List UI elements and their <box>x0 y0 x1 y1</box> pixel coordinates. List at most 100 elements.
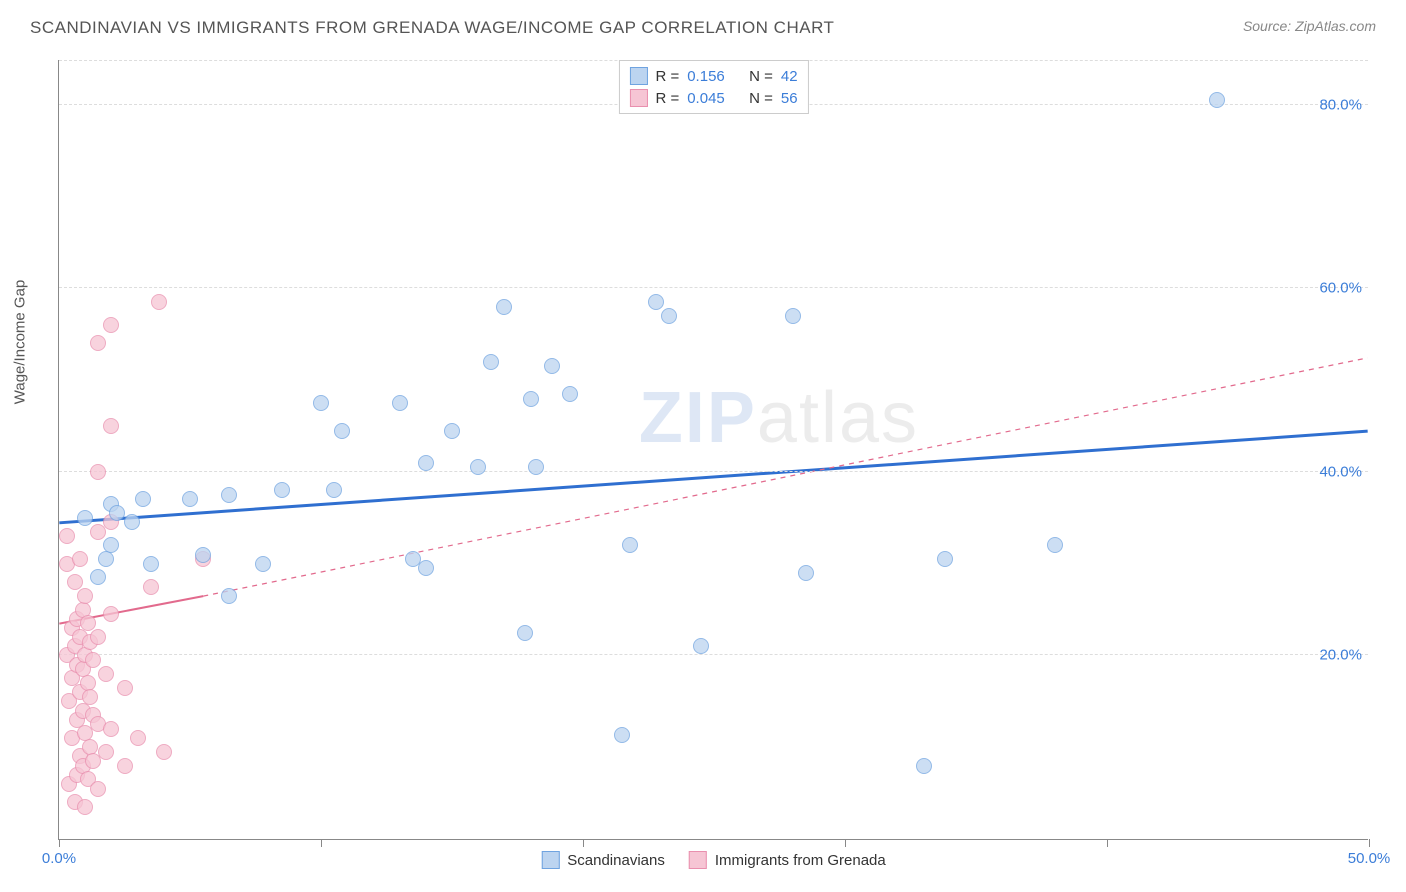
x-tick <box>321 839 322 847</box>
n-value: 42 <box>781 68 798 85</box>
data-point <box>72 551 88 567</box>
legend-stats-row: R = 0.045 N = 56 <box>629 87 797 109</box>
data-point <box>418 455 434 471</box>
legend-swatch-icon <box>629 89 647 107</box>
data-point <box>124 514 140 530</box>
data-point <box>523 391 539 407</box>
legend-item: Scandinavians <box>541 851 665 869</box>
data-point <box>483 354 499 370</box>
data-point <box>496 299 512 315</box>
data-point <box>103 721 119 737</box>
gridline <box>59 471 1368 472</box>
data-point <box>151 294 167 310</box>
data-point <box>90 569 106 585</box>
y-tick-label: 80.0% <box>1319 96 1362 113</box>
data-point <box>470 459 486 475</box>
legend-stats-row: R = 0.156 N = 42 <box>629 65 797 87</box>
legend-item: Immigrants from Grenada <box>689 851 886 869</box>
trend-lines <box>59 60 1368 839</box>
data-point <box>67 574 83 590</box>
x-tick-label: 0.0% <box>42 850 76 867</box>
data-point <box>221 487 237 503</box>
data-point <box>143 556 159 572</box>
y-tick-label: 20.0% <box>1319 647 1362 664</box>
data-point <box>103 537 119 553</box>
data-point <box>156 744 172 760</box>
data-point <box>418 560 434 576</box>
watermark: ZIPatlas <box>639 377 919 459</box>
plot-area: ZIPatlas R = 0.156 N = 42 R = 0.045 N = … <box>58 60 1368 840</box>
legend-bottom: Scandinavians Immigrants from Grenada <box>541 851 885 869</box>
data-point <box>77 588 93 604</box>
data-point <box>544 358 560 374</box>
n-value: 56 <box>781 90 798 107</box>
data-point <box>195 547 211 563</box>
data-point <box>90 629 106 645</box>
y-tick-label: 60.0% <box>1319 280 1362 297</box>
data-point <box>562 386 578 402</box>
data-point <box>90 335 106 351</box>
data-point <box>117 680 133 696</box>
data-point <box>937 551 953 567</box>
legend-stats: R = 0.156 N = 42 R = 0.045 N = 56 <box>618 60 808 114</box>
data-point <box>77 799 93 815</box>
data-point <box>614 727 630 743</box>
r-label: R = <box>655 90 679 107</box>
data-point <box>98 666 114 682</box>
data-point <box>98 744 114 760</box>
data-point <box>77 510 93 526</box>
data-point <box>103 606 119 622</box>
x-tick <box>583 839 584 847</box>
data-point <box>334 423 350 439</box>
n-label: N = <box>749 68 773 85</box>
data-point <box>693 638 709 654</box>
data-point <box>622 537 638 553</box>
x-tick <box>1369 839 1370 847</box>
data-point <box>648 294 664 310</box>
y-tick-label: 40.0% <box>1319 463 1362 480</box>
x-tick-label: 50.0% <box>1348 850 1391 867</box>
data-point <box>326 482 342 498</box>
data-point <box>255 556 271 572</box>
data-point <box>798 565 814 581</box>
data-point <box>444 423 460 439</box>
data-point <box>517 625 533 641</box>
data-point <box>90 464 106 480</box>
data-point <box>85 652 101 668</box>
chart-title: SCANDINAVIAN VS IMMIGRANTS FROM GRENADA … <box>30 18 834 38</box>
data-point <box>59 528 75 544</box>
data-point <box>528 459 544 475</box>
data-point <box>98 551 114 567</box>
legend-swatch-icon <box>541 851 559 869</box>
data-point <box>1047 537 1063 553</box>
r-value: 0.156 <box>687 68 725 85</box>
data-point <box>143 579 159 595</box>
x-tick <box>845 839 846 847</box>
data-point <box>117 758 133 774</box>
data-point <box>103 317 119 333</box>
gridline <box>59 654 1368 655</box>
data-point <box>392 395 408 411</box>
y-axis-label: Wage/Income Gap <box>12 280 29 405</box>
source-label: Source: ZipAtlas.com <box>1243 18 1376 34</box>
data-point <box>313 395 329 411</box>
legend-swatch-icon <box>689 851 707 869</box>
legend-label: Immigrants from Grenada <box>715 852 886 869</box>
data-point <box>785 308 801 324</box>
legend-label: Scandinavians <box>567 852 665 869</box>
n-label: N = <box>749 90 773 107</box>
data-point <box>80 615 96 631</box>
legend-swatch-icon <box>629 67 647 85</box>
r-value: 0.045 <box>687 90 725 107</box>
data-point <box>1209 92 1225 108</box>
data-point <box>182 491 198 507</box>
x-tick <box>1107 839 1108 847</box>
data-point <box>661 308 677 324</box>
data-point <box>130 730 146 746</box>
r-label: R = <box>655 68 679 85</box>
data-point <box>109 505 125 521</box>
data-point <box>82 689 98 705</box>
chart-container: Wage/Income Gap ZIPatlas R = 0.156 N = 4… <box>30 48 1380 868</box>
data-point <box>90 781 106 797</box>
x-tick <box>59 839 60 847</box>
